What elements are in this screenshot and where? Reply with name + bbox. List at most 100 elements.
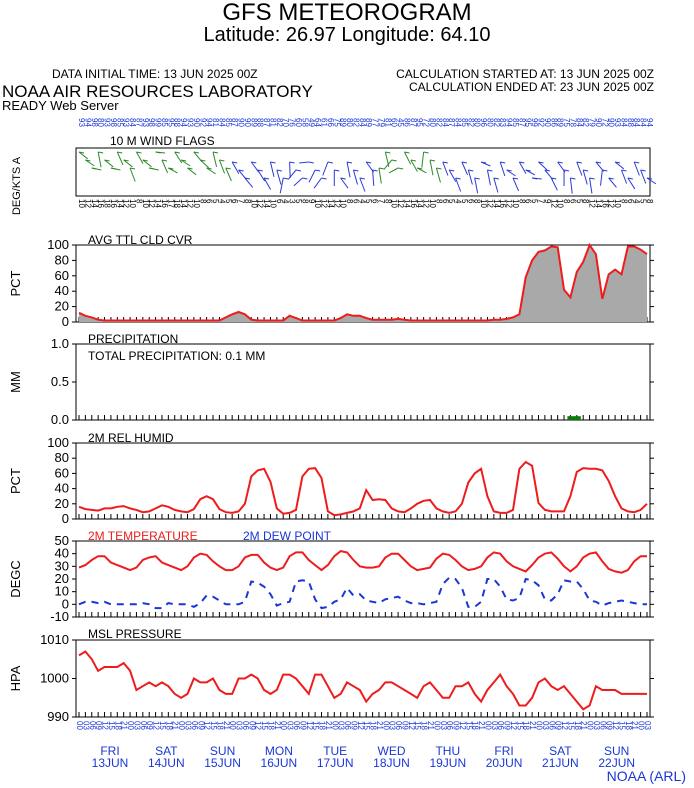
wind-top-label: 87 xyxy=(230,118,239,127)
wind-top-label: 61 xyxy=(320,118,329,127)
wind-barb xyxy=(435,167,441,183)
wind-barb xyxy=(346,161,351,178)
wind-barb-flag xyxy=(334,169,340,172)
wind-speed-label: 7 xyxy=(377,199,386,204)
calc-ended-label: CALCULATION ENDED AT: 23 JUN 2025 00Z xyxy=(409,80,654,94)
y-tick-label: 80 xyxy=(55,252,69,267)
wind-speed-label: 10 xyxy=(128,199,137,208)
wind-barb-flag xyxy=(385,151,391,154)
wind-speed-label: 5 xyxy=(530,199,539,204)
hour-label: 12 xyxy=(458,721,467,730)
pressure-line xyxy=(78,650,647,711)
wind-barb xyxy=(518,161,527,174)
wind-speed-label: 4 xyxy=(217,199,226,204)
wind-top-label: 80 xyxy=(485,118,494,127)
wind-speed-label: 8 xyxy=(473,199,482,204)
hour-label: 21 xyxy=(171,721,180,730)
day-date: 19JUN xyxy=(429,756,466,770)
hour-label: 03 xyxy=(235,721,244,730)
wind-top-label: 64 xyxy=(313,118,322,127)
wind-top-label: 90 xyxy=(237,118,246,127)
temperature-title: 2M TEMPERATURE xyxy=(88,529,198,543)
wind-speed-label: 14 xyxy=(90,199,99,208)
wind-barb xyxy=(206,167,216,175)
hour-label: 21 xyxy=(528,721,537,730)
wind-barb xyxy=(174,151,183,164)
y-tick-label: 100 xyxy=(47,237,69,252)
wind-speed-label: 4 xyxy=(632,199,641,204)
hour-label: 00 xyxy=(279,721,288,730)
wind-top-label: 93 xyxy=(613,118,622,127)
wind-speed-label: 5 xyxy=(211,199,220,204)
wind-barb xyxy=(378,167,382,184)
wind-barb xyxy=(569,177,573,194)
wind-barb-flag xyxy=(117,151,123,154)
wind-speed-label: 5 xyxy=(224,199,233,204)
wind-barb-flag xyxy=(276,169,282,172)
wind-barb-flag xyxy=(391,159,397,162)
wind-speed-label: 8 xyxy=(383,199,392,204)
wind-barb-flag xyxy=(563,169,570,172)
day-date: 16JUN xyxy=(261,756,298,770)
wind-barb xyxy=(640,169,647,184)
wind-barb-flag xyxy=(149,167,155,170)
wind-barb-flag xyxy=(263,177,270,180)
dewpoint-line xyxy=(78,576,647,610)
wind-top-label: 82 xyxy=(581,118,590,127)
hour-label: 21 xyxy=(222,721,231,730)
y-tick-label: 40 xyxy=(55,283,69,298)
wind-barb-flag xyxy=(525,169,531,172)
wind-speed-label: 3 xyxy=(288,199,297,204)
wind-barb-flag xyxy=(551,177,557,180)
wind-speed-label: 8 xyxy=(345,199,354,204)
hour-label: 00 xyxy=(432,721,441,730)
wind-speed-label: 14 xyxy=(262,199,271,208)
y-tick-label: 100 xyxy=(47,435,69,450)
hour-label: 00 xyxy=(637,721,646,730)
hour-label: 03 xyxy=(490,721,499,730)
hour-label: 09 xyxy=(554,721,563,730)
hour-label: 00 xyxy=(75,721,84,730)
wind-barb-flag xyxy=(474,177,480,180)
wind-top-label: 84 xyxy=(575,118,584,127)
wind-top-label: 98 xyxy=(109,118,118,127)
wind-barb xyxy=(104,159,114,168)
wind-top-label: 84 xyxy=(632,118,641,127)
hour-label: 00 xyxy=(535,721,544,730)
hour-label: 09 xyxy=(452,721,461,730)
wind-top-label: 87 xyxy=(262,118,271,127)
wind-speed-label: 12 xyxy=(147,199,156,208)
wind-barb-flag xyxy=(295,169,302,172)
wind-flag-panel: 9394988093988593848793989985958894939092… xyxy=(11,118,657,215)
wind-barb-flag xyxy=(225,167,231,170)
wind-speed-label: 12 xyxy=(256,199,265,208)
hour-label: 18 xyxy=(369,721,378,730)
wind-speed-label: 12 xyxy=(422,199,431,208)
wind-barb xyxy=(582,169,588,185)
panel-frame xyxy=(75,442,651,520)
wind-top-label: 82 xyxy=(434,118,443,127)
wind-top-label: 72 xyxy=(600,118,609,127)
wind-speed-label: 12 xyxy=(485,199,494,208)
wind-barb xyxy=(293,177,303,187)
hour-label: 18 xyxy=(573,721,582,730)
hour-label: 06 xyxy=(598,721,607,730)
y-tick-label: 990 xyxy=(47,709,69,724)
chart-title: GFS METEOROGRAM xyxy=(222,0,472,26)
wind-speed-label: 5 xyxy=(294,199,303,204)
precipitation-panel: 0.0 0.5 1.0 MM PRECIPITATION TOTAL PRECIPITAT… xyxy=(8,332,654,427)
hour-label: 12 xyxy=(611,721,620,730)
wind-top-label: 84 xyxy=(441,118,450,127)
wind-speed-label: 9 xyxy=(307,199,316,204)
wind-barb-flag xyxy=(429,159,436,162)
wind-barb-flag xyxy=(614,161,621,164)
y-tick-label: 30 xyxy=(55,558,69,573)
wind-barb-flag xyxy=(570,177,576,180)
wind-barb xyxy=(269,161,275,177)
wind-barb-flag xyxy=(212,151,219,154)
precip-bar xyxy=(567,416,575,420)
wind-speed-label: 16 xyxy=(160,199,169,208)
wind-speed-label: 10 xyxy=(249,199,258,208)
y-tick-label: 20 xyxy=(55,496,69,511)
wind-barb-flag xyxy=(634,161,640,164)
